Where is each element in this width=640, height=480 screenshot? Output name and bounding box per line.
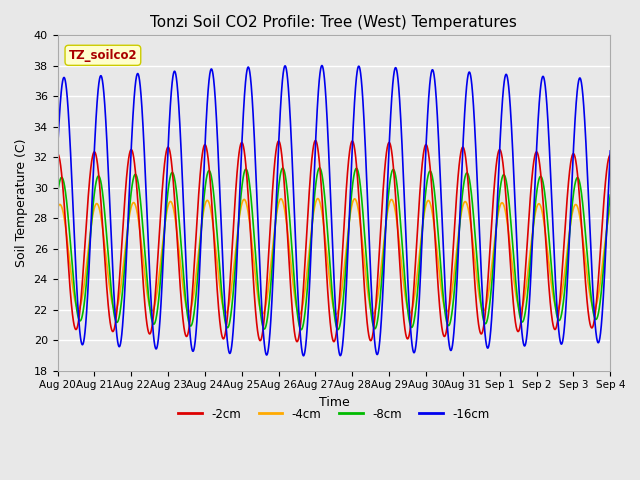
-2cm [607, 152, 614, 158]
-16cm [467, 71, 474, 76]
-2cm [312, 138, 319, 144]
-4cm [314, 196, 322, 202]
-4cm [265, 282, 273, 288]
-8cm [385, 184, 393, 190]
-4cm [54, 206, 61, 212]
-2cm [265, 250, 273, 256]
-16cm [385, 141, 393, 147]
-4cm [607, 206, 614, 212]
Line: -2cm: -2cm [58, 141, 611, 342]
Legend: -2cm, -4cm, -8cm, -16cm: -2cm, -4cm, -8cm, -16cm [173, 403, 495, 425]
Line: -8cm: -8cm [58, 168, 611, 330]
-8cm [508, 235, 516, 241]
-16cm [413, 329, 421, 335]
-2cm [385, 140, 393, 145]
Line: -4cm: -4cm [58, 199, 611, 314]
-4cm [508, 262, 516, 267]
-16cm [54, 147, 61, 153]
-2cm [508, 286, 516, 292]
-2cm [413, 232, 421, 238]
Y-axis label: Soil Temperature (C): Soil Temperature (C) [15, 139, 28, 267]
-2cm [467, 208, 474, 214]
-16cm [300, 353, 307, 359]
-8cm [154, 303, 162, 309]
Title: Tonzi Soil CO2 Profile: Tree (West) Temperatures: Tonzi Soil CO2 Profile: Tree (West) Temp… [150, 15, 517, 30]
-2cm [54, 151, 61, 156]
-16cm [508, 137, 516, 143]
-16cm [607, 148, 614, 154]
-4cm [296, 312, 303, 317]
-16cm [318, 63, 326, 69]
-4cm [413, 272, 421, 277]
-8cm [607, 192, 614, 198]
-8cm [467, 181, 474, 187]
-8cm [413, 292, 421, 298]
-4cm [467, 217, 474, 223]
-4cm [154, 283, 162, 288]
-8cm [297, 327, 305, 333]
-8cm [265, 305, 273, 311]
-8cm [316, 165, 323, 171]
-16cm [154, 339, 162, 345]
-2cm [154, 253, 162, 259]
Line: -16cm: -16cm [58, 66, 611, 356]
X-axis label: Time: Time [319, 396, 349, 409]
-16cm [265, 343, 273, 349]
-4cm [385, 201, 393, 206]
-8cm [54, 192, 61, 197]
Text: TZ_soilco2: TZ_soilco2 [68, 49, 137, 62]
-2cm [293, 339, 301, 345]
